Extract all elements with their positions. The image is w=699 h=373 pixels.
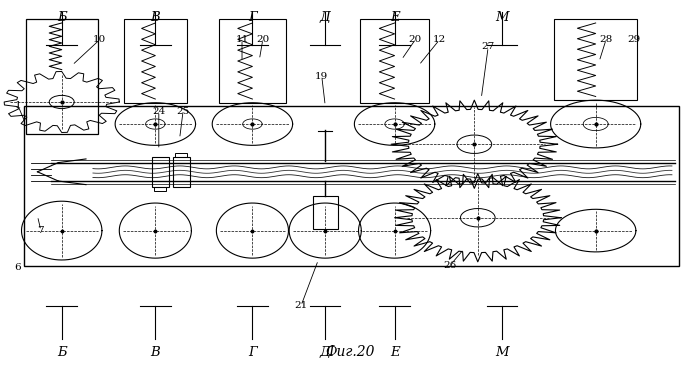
Bar: [24, 106, 679, 266]
Text: В: В: [150, 11, 160, 24]
Text: Е: Е: [390, 347, 399, 359]
Text: Б: Б: [57, 11, 66, 24]
Text: 10: 10: [93, 35, 106, 44]
Text: 11: 11: [236, 35, 249, 44]
Text: 20: 20: [409, 35, 422, 44]
Bar: [154, 186, 166, 191]
Bar: [124, 19, 187, 103]
Text: Б: Б: [57, 347, 66, 359]
Text: 25: 25: [176, 107, 189, 116]
Text: 19: 19: [315, 72, 329, 81]
Text: Д: Д: [320, 11, 331, 24]
Bar: [360, 19, 429, 103]
Text: 27: 27: [482, 43, 495, 51]
Text: 7: 7: [38, 226, 44, 235]
Text: 24: 24: [152, 107, 166, 116]
Text: 6: 6: [15, 263, 22, 272]
Text: Фиг.20: Фиг.20: [325, 345, 374, 359]
Bar: [152, 157, 169, 186]
Text: 20: 20: [257, 35, 269, 44]
Text: 28: 28: [600, 35, 613, 44]
Text: Г: Г: [248, 347, 257, 359]
Text: 26: 26: [443, 261, 456, 270]
Text: В: В: [150, 347, 160, 359]
Bar: [173, 157, 190, 186]
Bar: [312, 196, 338, 229]
Text: М: М: [496, 347, 509, 359]
Bar: [175, 153, 187, 157]
Text: 1: 1: [15, 101, 22, 110]
Bar: [554, 19, 637, 100]
Bar: [219, 19, 286, 103]
Text: Д: Д: [320, 347, 331, 359]
Text: Е: Е: [390, 11, 399, 24]
Text: 21: 21: [294, 301, 308, 310]
Bar: [26, 19, 98, 134]
Text: Г: Г: [248, 11, 257, 24]
Text: 12: 12: [433, 35, 446, 44]
Text: М: М: [496, 11, 509, 24]
Text: 29: 29: [627, 35, 640, 44]
